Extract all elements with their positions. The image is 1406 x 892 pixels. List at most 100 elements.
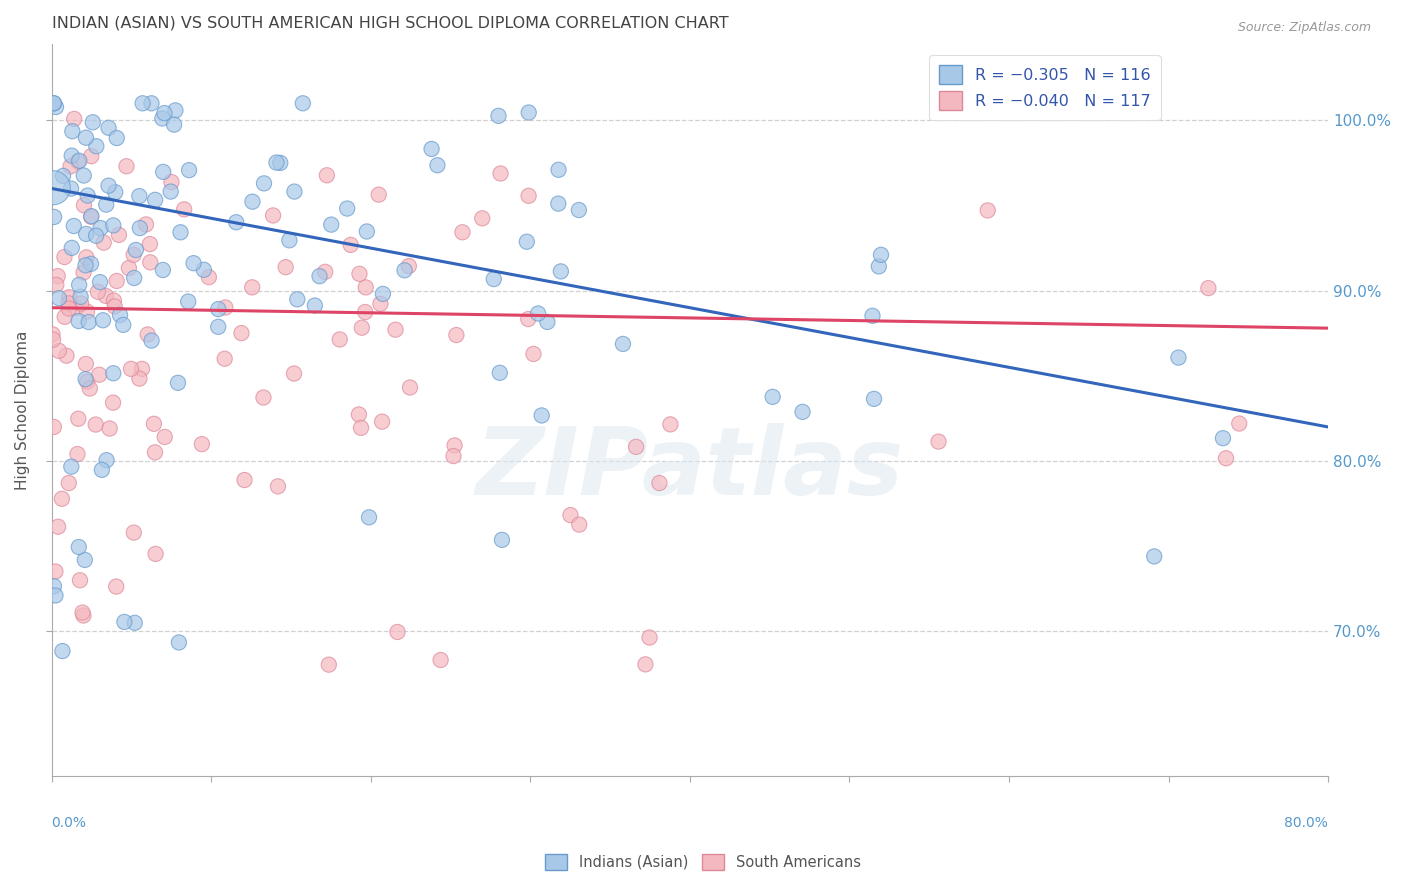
Point	[165, 103, 187, 118]
Legend: Indians (Asian), South Americans: Indians (Asian), South Americans	[538, 848, 868, 876]
Point	[94, 289, 117, 303]
Point	[89, 368, 111, 382]
Point	[48, 291, 70, 305]
Point	[517, 189, 540, 203]
Text: ZIPatlas: ZIPatlas	[475, 423, 904, 515]
Point	[482, 272, 505, 286]
Point	[122, 248, 145, 262]
Point	[169, 225, 191, 239]
Point	[167, 376, 190, 390]
Point	[75, 372, 97, 386]
Point	[105, 274, 128, 288]
Point	[928, 434, 950, 449]
Point	[278, 233, 301, 247]
Point	[354, 280, 377, 294]
Point	[86, 139, 108, 153]
Point	[1197, 281, 1219, 295]
Point	[53, 310, 76, 324]
Point	[489, 167, 512, 181]
Point	[612, 337, 634, 351]
Point	[60, 149, 83, 163]
Point	[131, 362, 153, 376]
Point	[120, 362, 142, 376]
Point	[471, 211, 494, 226]
Point	[173, 202, 195, 217]
Point	[80, 257, 103, 271]
Point	[58, 296, 80, 310]
Point	[862, 309, 884, 323]
Point	[69, 290, 91, 304]
Point	[488, 109, 510, 123]
Point	[67, 314, 90, 328]
Point	[77, 315, 100, 329]
Point	[90, 221, 112, 235]
Legend: R = −0.305   N = 116, R = −0.040   N = 117: R = −0.305 N = 116, R = −0.040 N = 117	[929, 55, 1160, 120]
Point	[97, 178, 120, 193]
Point	[183, 256, 205, 270]
Point	[122, 525, 145, 540]
Point	[371, 286, 394, 301]
Point	[42, 210, 65, 224]
Point	[139, 255, 162, 269]
Point	[253, 177, 276, 191]
Point	[139, 237, 162, 252]
Point	[446, 328, 468, 343]
Point	[75, 258, 97, 272]
Point	[240, 280, 263, 294]
Point	[370, 297, 392, 311]
Point	[79, 382, 101, 396]
Point	[451, 225, 474, 239]
Point	[141, 96, 163, 111]
Point	[443, 449, 465, 463]
Point	[105, 580, 128, 594]
Point	[72, 606, 94, 620]
Point	[387, 624, 409, 639]
Point	[48, 343, 70, 358]
Point	[547, 196, 569, 211]
Point	[103, 293, 125, 308]
Point	[42, 420, 65, 434]
Point	[214, 301, 236, 315]
Point	[262, 209, 284, 223]
Point	[792, 405, 814, 419]
Point	[141, 334, 163, 348]
Point	[762, 390, 785, 404]
Point	[131, 96, 153, 111]
Point	[568, 517, 591, 532]
Point	[634, 657, 657, 672]
Point	[145, 547, 167, 561]
Point	[80, 210, 103, 224]
Point	[976, 203, 998, 218]
Point	[65, 301, 87, 315]
Point	[225, 215, 247, 229]
Point	[356, 224, 378, 238]
Point	[103, 219, 125, 233]
Point	[125, 243, 148, 257]
Point	[231, 326, 253, 340]
Point	[267, 479, 290, 493]
Point	[152, 165, 174, 179]
Point	[76, 304, 98, 318]
Point	[159, 185, 181, 199]
Point	[82, 115, 104, 129]
Point	[347, 408, 370, 422]
Point	[101, 395, 124, 409]
Point	[384, 323, 406, 337]
Point	[98, 421, 121, 435]
Point	[517, 105, 540, 120]
Point	[104, 300, 127, 314]
Point	[536, 315, 558, 329]
Point	[357, 510, 380, 524]
Point	[318, 657, 340, 672]
Point	[285, 293, 308, 307]
Point	[42, 96, 65, 111]
Point	[398, 259, 420, 273]
Point	[84, 417, 107, 432]
Point	[314, 265, 336, 279]
Point	[177, 294, 200, 309]
Point	[66, 447, 89, 461]
Point	[97, 120, 120, 135]
Point	[1212, 431, 1234, 445]
Point	[191, 437, 214, 451]
Point	[315, 168, 337, 182]
